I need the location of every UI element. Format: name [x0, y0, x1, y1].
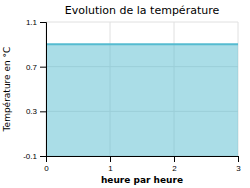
tick-mark	[110, 156, 111, 162]
grid-line	[46, 22, 238, 23]
tick: 0.7	[26, 63, 46, 72]
tick: 1	[108, 156, 113, 173]
tick-mark	[40, 156, 46, 157]
y-label: Température en °C	[2, 47, 12, 133]
tick-mark	[40, 67, 46, 68]
tick-mark	[238, 156, 239, 162]
tick: 1.1	[26, 18, 46, 27]
tick-mark	[40, 22, 46, 23]
tick-label: 0.3	[26, 107, 38, 116]
area	[46, 44, 238, 156]
tick-label: 2	[172, 164, 177, 173]
title: Evolution de la température	[65, 4, 220, 17]
axis-line	[40, 23, 47, 157]
tick: 3	[236, 156, 241, 173]
tick-label: 0.7	[26, 63, 38, 72]
tick-label: 0	[44, 164, 49, 173]
tick-label: 3	[236, 164, 241, 173]
plot: 0 1 2 3 -0.1 0.3 0.7 1.1	[23, 18, 241, 173]
y-axis: -0.1 0.3 0.7 1.1	[23, 18, 46, 161]
tick-mark	[40, 111, 46, 112]
chart: 0 1 2 3 -0.1 0.3 0.7 1.1 Evolution de la tempéra…	[0, 0, 250, 188]
x-axis: 0 1 2 3	[44, 156, 241, 173]
tick-label: 1.1	[26, 18, 38, 27]
axis-line	[47, 157, 239, 163]
tick: 0	[44, 156, 49, 173]
tick-label: -0.1	[23, 152, 37, 161]
tick-mark	[174, 156, 175, 162]
tick: -0.1	[23, 152, 46, 161]
tick: 0.3	[26, 107, 46, 116]
tick-label: 1	[108, 164, 113, 173]
grid	[46, 22, 238, 156]
x-label: heure par heure	[101, 175, 183, 185]
marks	[46, 44, 238, 156]
tick: 2	[172, 156, 177, 173]
line	[46, 43, 238, 45]
